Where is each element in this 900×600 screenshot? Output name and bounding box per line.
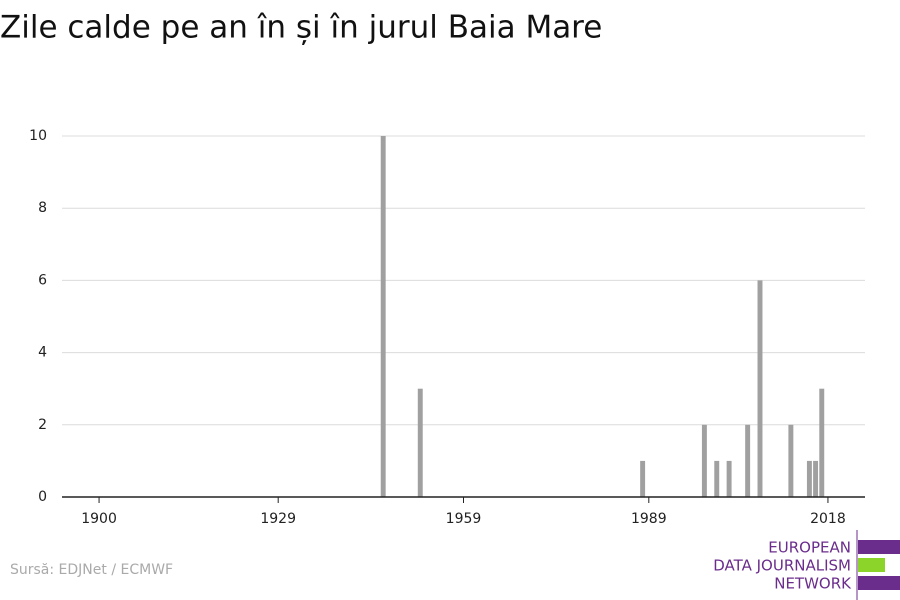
bar [745, 424, 751, 497]
bar [701, 424, 707, 497]
logo-text: NETWORK [774, 575, 852, 593]
logo-bar [858, 576, 900, 590]
y-tick-label: 2 [38, 417, 47, 433]
logo-bar [858, 540, 900, 554]
logo-bar [858, 558, 885, 572]
bar [714, 460, 720, 497]
bar [417, 388, 423, 497]
x-tick-label: 1929 [260, 511, 296, 527]
bar [640, 460, 646, 497]
bar [819, 388, 825, 497]
logo-text: DATA JOURNALISM [713, 557, 851, 575]
x-tick-label: 1959 [446, 511, 482, 527]
bar [788, 424, 794, 497]
y-tick-label: 10 [29, 128, 47, 144]
bar [380, 136, 386, 497]
chart-title: Zile calde pe an în și în jurul Baia Mar… [0, 10, 602, 46]
bar [757, 280, 763, 497]
y-tick-label: 0 [38, 489, 47, 505]
y-tick-label: 4 [38, 345, 47, 361]
logo-text: EUROPEAN [768, 539, 851, 557]
x-tick-label: 1900 [81, 511, 117, 527]
y-tick-label: 6 [38, 272, 47, 288]
x-tick-label: 2018 [810, 511, 846, 527]
y-tick-label: 8 [38, 200, 47, 216]
bar [813, 460, 819, 497]
source: Sursă: EDJNet / ECMWF [10, 562, 173, 578]
bar [726, 460, 732, 497]
x-tick-label: 1989 [631, 511, 667, 527]
bar [806, 460, 812, 497]
